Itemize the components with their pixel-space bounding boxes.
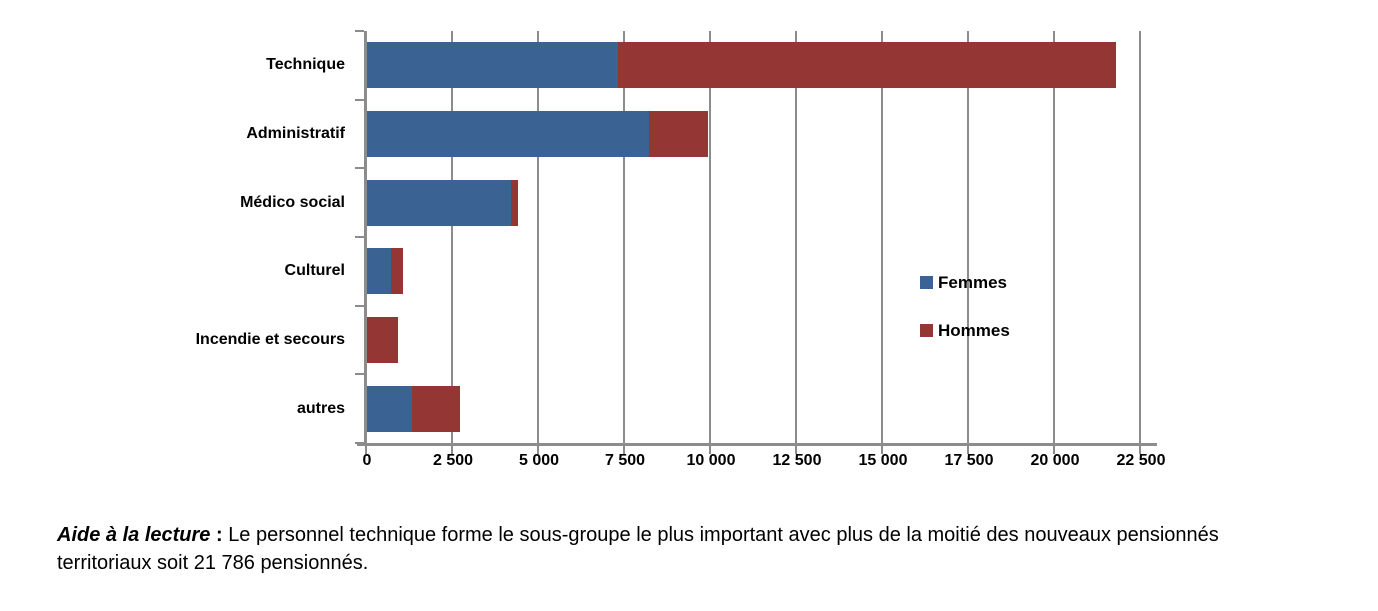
- gridline-17500: [967, 31, 969, 443]
- legend: Femmes Hommes: [920, 271, 1010, 367]
- bar-segment-femmes-2: [367, 111, 650, 157]
- x-tick-label-15000: 15 000: [858, 452, 908, 469]
- plot-area: [355, 30, 1157, 454]
- bar-segment-hommes-6: [411, 386, 460, 432]
- gridline-10000: [709, 31, 711, 443]
- legend-label-femmes: Femmes: [938, 272, 1007, 292]
- x-tick-22500: [1139, 446, 1141, 454]
- bar-segment-femmes-1: [367, 42, 619, 88]
- value-axis-labels: 0 2 500 5 000 7 500 10 000 12 500 15 000 17 500…: [363, 452, 1166, 474]
- y-tick-0: [355, 30, 364, 32]
- category-axis-labels: Technique Administratif Médico social Cultu…: [0, 31, 345, 443]
- gridline-12500: [795, 31, 797, 443]
- x-tick-17500: [967, 446, 969, 454]
- category-label-1: Technique: [266, 56, 345, 74]
- bar-5: [367, 317, 398, 363]
- gridline-20000: [1053, 31, 1055, 443]
- hommes-swatch-icon: [920, 324, 933, 337]
- y-tick-2: [355, 167, 364, 169]
- gridline-5000: [537, 31, 539, 443]
- bar-3: [367, 180, 519, 226]
- y-tick-6: [355, 442, 364, 444]
- bar-segment-femmes-6: [367, 386, 412, 432]
- x-tick-7500: [623, 446, 625, 454]
- x-tick-label-2500: 2 500: [432, 452, 474, 469]
- x-tick-2500: [451, 446, 453, 454]
- legend-item-femmes: Femmes: [920, 271, 1010, 294]
- x-tick-label-22500: 22 500: [1116, 452, 1166, 469]
- bar-segment-hommes-2: [649, 111, 708, 157]
- bar-6: [367, 386, 460, 432]
- bar-2: [367, 111, 708, 157]
- bar-segment-femmes-4: [367, 248, 392, 294]
- bar-4: [367, 248, 404, 294]
- legend-label-hommes: Hommes: [938, 320, 1010, 340]
- reading-aid-note: Aide à la lecture : Le personnel techniq…: [57, 521, 1315, 577]
- y-tick-3: [355, 236, 364, 238]
- gridline-22500: [1139, 31, 1141, 443]
- x-tick-12500: [795, 446, 797, 454]
- x-tick-label-7500: 7 500: [604, 452, 646, 469]
- bar-1: [367, 42, 1117, 88]
- gridline-2500: [451, 31, 453, 443]
- gridline-7500: [623, 31, 625, 443]
- category-label-4: Culturel: [284, 262, 345, 280]
- x-axis-line: [357, 443, 1157, 446]
- reading-aid-label: Aide à la lecture: [57, 524, 211, 546]
- category-label-5: Incendie et secours: [195, 331, 345, 348]
- category-label-3: Médico social: [240, 193, 345, 211]
- x-tick-20000: [1053, 446, 1055, 454]
- y-tick-4: [355, 305, 364, 307]
- y-tick-1: [355, 99, 364, 101]
- femmes-swatch-icon: [920, 276, 933, 289]
- bar-segment-hommes-3: [511, 180, 519, 226]
- bar-segment-hommes-4: [391, 248, 404, 294]
- x-tick-label-10000: 10 000: [686, 452, 736, 469]
- y-axis-line: [364, 31, 367, 446]
- x-tick-10000: [709, 446, 711, 454]
- reading-aid-text: Le personnel technique forme le sous-gro…: [57, 524, 1219, 574]
- x-tick-label-17500: 17 500: [944, 452, 994, 469]
- category-label-6: autres: [296, 399, 345, 417]
- x-tick-15000: [881, 446, 883, 454]
- category-label-2: Administratif: [246, 125, 345, 142]
- x-tick-label-5000: 5 000: [518, 452, 560, 469]
- reading-aid-separator: :: [210, 524, 229, 546]
- x-tick-0: [365, 446, 367, 454]
- bar-segment-hommes-1: [618, 42, 1117, 88]
- x-tick-label-0: 0: [362, 452, 372, 469]
- bar-segment-femmes-3: [367, 180, 512, 226]
- x-tick-label-20000: 20 000: [1030, 452, 1080, 469]
- gridline-15000: [881, 31, 883, 443]
- y-tick-5: [355, 373, 364, 375]
- x-tick-label-12500: 12 500: [772, 452, 822, 469]
- legend-item-hommes: Hommes: [920, 319, 1010, 342]
- x-tick-5000: [537, 446, 539, 454]
- bar-segment-hommes-5: [367, 317, 398, 363]
